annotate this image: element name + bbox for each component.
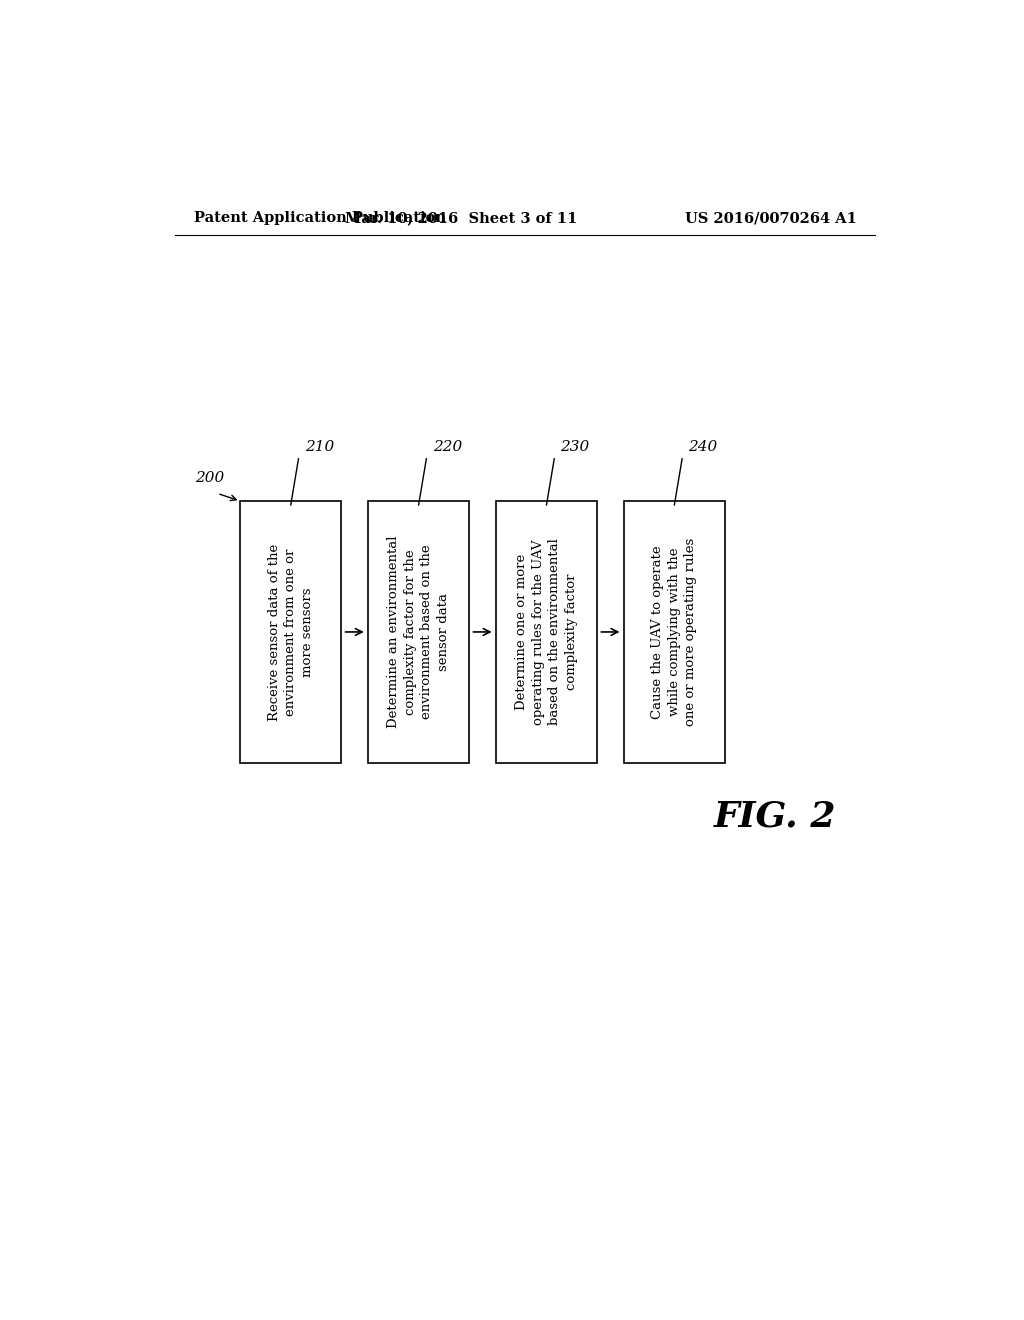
Text: Receive sensor data of the
environment from one or
more sensors: Receive sensor data of the environment f… [267,544,313,721]
Text: 240: 240 [688,440,718,454]
Text: 220: 220 [432,440,462,454]
Text: Determine one or more
operating rules for the UAV
based on the environmental
com: Determine one or more operating rules fo… [515,539,578,726]
Text: 200: 200 [195,471,224,484]
Text: Mar. 10, 2016  Sheet 3 of 11: Mar. 10, 2016 Sheet 3 of 11 [345,211,578,226]
Bar [369,502,469,763]
Text: Patent Application Publication: Patent Application Publication [194,211,445,226]
Text: Cause the UAV to operate
while complying with the
one or more operating rules: Cause the UAV to operate while complying… [651,537,697,726]
Text: FIG. 2: FIG. 2 [714,800,837,834]
Text: US 2016/0070264 A1: US 2016/0070264 A1 [685,211,856,226]
Bar [624,502,725,763]
Text: 210: 210 [305,440,334,454]
Text: 230: 230 [560,440,590,454]
Bar [241,502,341,763]
Text: Determine an environmental
complexity factor for the
environment based on the
se: Determine an environmental complexity fa… [387,536,450,729]
Bar [496,502,597,763]
